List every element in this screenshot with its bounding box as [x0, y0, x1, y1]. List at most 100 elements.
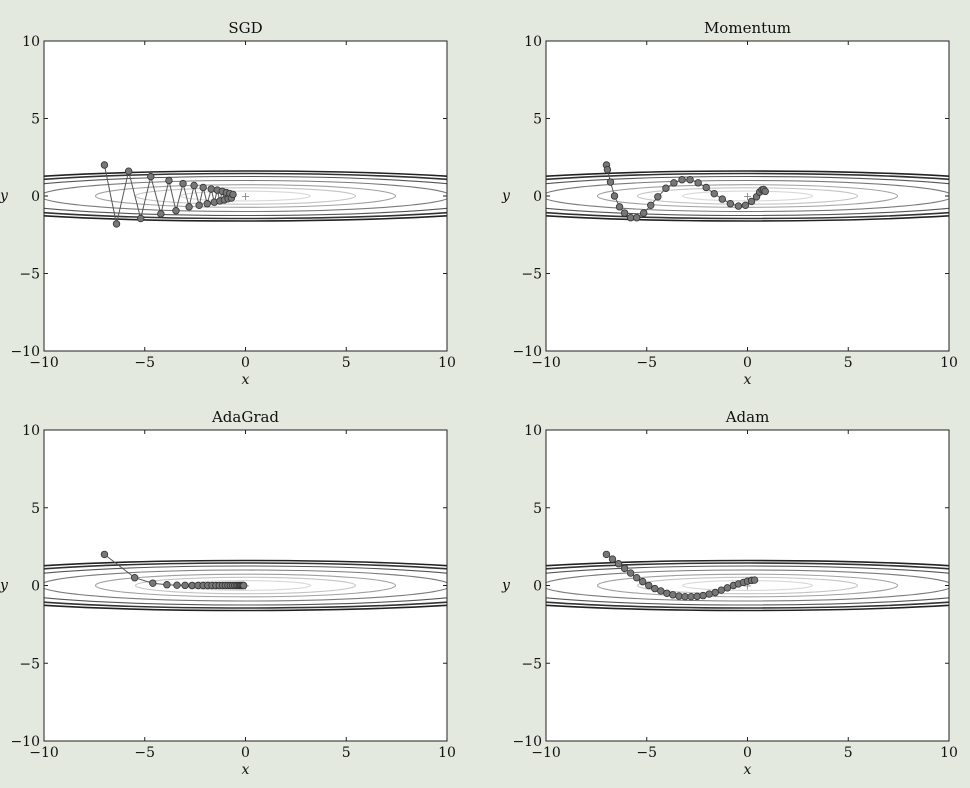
trajectory-point [610, 192, 619, 200]
x-tick-label: 0 [743, 355, 752, 371]
contour-line [681, 190, 814, 202]
y-tick-label: 10 [524, 423, 542, 439]
trajectory-point [173, 581, 181, 589]
x-tick-label: 10 [438, 745, 456, 761]
y-tick-label: 10 [22, 423, 40, 439]
x-tick-label: 0 [241, 745, 250, 761]
trajectory-point [190, 181, 198, 190]
y-tick-label: −10 [10, 344, 40, 360]
trajectory-point [651, 584, 659, 593]
x-tick-label: −5 [134, 745, 155, 761]
y-tick-label: −10 [10, 734, 40, 750]
trajectory-point [734, 202, 743, 210]
trajectory-point [147, 172, 155, 181]
trajectory-point [239, 581, 248, 590]
contour-line [546, 175, 949, 217]
y-axis-label: y [0, 578, 9, 594]
contour-lines [44, 559, 447, 612]
contour-line [44, 175, 447, 217]
contour-line [44, 565, 447, 606]
trajectory-point [199, 183, 207, 192]
y-tick-label: 0 [533, 579, 542, 595]
contour-line [94, 184, 397, 208]
trajectory-point [100, 550, 109, 559]
contour-line [44, 172, 447, 220]
y-tick-label: 10 [22, 34, 40, 50]
chart-panel-adam: + −10 −5 0 5 10 −10 −5 0 5 10 Adam x y [501, 408, 958, 778]
trajectory-point [620, 564, 629, 573]
trajectory-point [647, 201, 655, 209]
chart-title: Momentum [704, 19, 791, 37]
x-axis-label: x [242, 372, 250, 388]
x-tick-label: −5 [134, 355, 155, 371]
y-tick-label: −10 [512, 734, 542, 750]
contour-line [546, 569, 949, 602]
chart-panel-momentum: + −10 −5 0 5 10 −10 −5 0 5 10 Momentum x y [501, 19, 958, 388]
trajectory-point [741, 201, 750, 209]
trajectory-point [157, 210, 165, 218]
trajectory-point [185, 203, 193, 211]
minimum-marker: + [743, 580, 752, 593]
trajectory-point [620, 209, 629, 217]
y-tick-label: 5 [31, 112, 40, 128]
trajectory-point [149, 579, 157, 587]
contour-line [546, 559, 949, 612]
contour-line [44, 179, 447, 213]
x-tick-label: 10 [438, 355, 456, 371]
trajectory-point [723, 584, 732, 592]
trajectory-point [602, 550, 611, 559]
contour-line [44, 562, 447, 609]
plot-area [546, 430, 949, 741]
trajectory-point [608, 555, 617, 563]
y-tick-label: 0 [31, 579, 40, 595]
trajectory-point [163, 581, 171, 589]
trajectory-point [100, 161, 109, 169]
x-tick-label: −10 [531, 355, 561, 371]
trajectory-point [711, 588, 719, 597]
contour-line [596, 573, 899, 598]
x-tick-label: −5 [636, 745, 657, 761]
trajectory-point [710, 189, 718, 198]
trajectory-point [678, 176, 686, 184]
contour-line [546, 179, 949, 213]
trajectory-point [626, 569, 635, 577]
trajectory-point [702, 183, 710, 192]
trajectory-point [705, 590, 713, 598]
chart-title: SGD [228, 19, 262, 37]
contour-line [546, 172, 949, 220]
trajectory-point [615, 203, 624, 211]
contour-line [546, 565, 949, 606]
contour-line [44, 569, 447, 602]
trajectory-point [639, 577, 647, 586]
trajectory-point [632, 213, 641, 222]
trajectory-point [172, 207, 180, 215]
trajectory-point [675, 592, 683, 600]
contour-line [44, 170, 447, 222]
trajectory-point [670, 179, 678, 187]
y-axis-label: y [501, 578, 511, 594]
trajectory-point [726, 200, 735, 208]
contour-line [636, 576, 859, 595]
minimum-marker: + [743, 190, 752, 203]
x-tick-label: 5 [342, 745, 351, 761]
trajectory-point [662, 184, 670, 192]
chart-title: Adam [725, 408, 770, 426]
contour-lines [546, 559, 949, 612]
trajectory-point [645, 581, 653, 590]
trajectory-point [203, 200, 211, 208]
minimum-marker: + [241, 190, 250, 203]
y-tick-label: −5 [19, 656, 40, 672]
trajectory-point [207, 185, 215, 193]
x-axis-label: x [744, 762, 752, 778]
trajectory-point [137, 214, 145, 223]
y-tick-label: −5 [19, 267, 40, 283]
trajectory-point [181, 581, 189, 590]
y-tick-label: −5 [521, 267, 542, 283]
trajectory-point [663, 589, 671, 597]
y-tick-label: 5 [533, 112, 542, 128]
trajectory-point [640, 209, 648, 217]
trajectory-point [165, 176, 173, 185]
y-tick-label: 0 [533, 189, 542, 205]
trajectory-point [179, 179, 187, 188]
